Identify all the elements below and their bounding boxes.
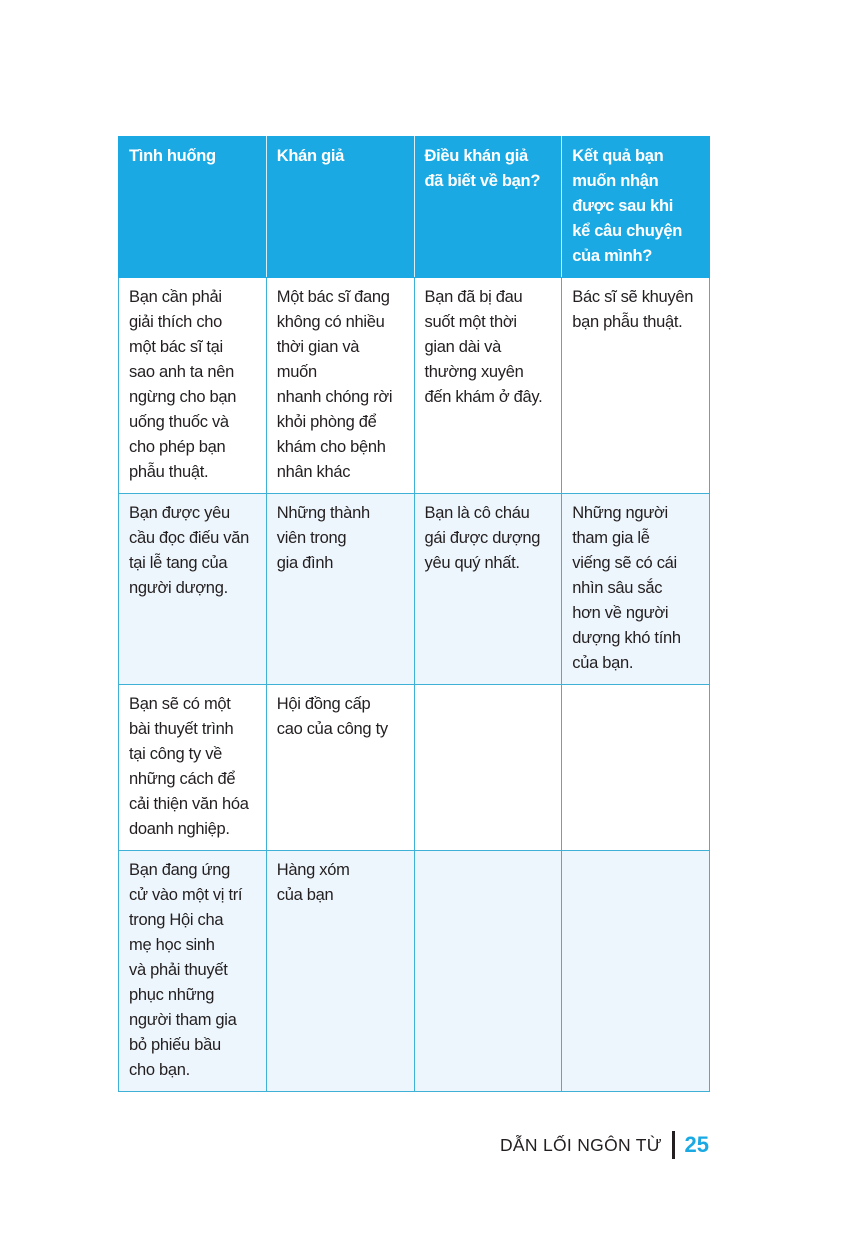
footer-divider <box>672 1131 675 1159</box>
page-footer: DẪN LỐI NGÔN TỪ 25 <box>500 1131 709 1159</box>
header-audience-knows: Điều khán giả đã biết về bạn? <box>413 136 563 278</box>
table-cell: Những thành viên trong gia đình <box>265 493 415 685</box>
table-cell: Bạn đang ứng cử vào một vị trí trong Hội… <box>118 850 267 1092</box>
table-cell: Bạn sẽ có một bài thuyết trình tại công … <box>118 684 267 851</box>
table-cell: Bạn đã bị đau suốt một thời gian dài và … <box>413 277 563 494</box>
header-situation: Tình huống <box>118 136 267 278</box>
table-cell: Bạn là cô cháu gái được dượng yêu quý nh… <box>413 493 563 685</box>
table-cell <box>413 684 563 851</box>
header-desired-outcome: Kết quả bạn muốn nhận được sau khi kể câ… <box>561 136 710 278</box>
exercise-table: Tình huống Khán giả Điều khán giả đã biế… <box>118 136 710 1092</box>
table-cell <box>413 850 563 1092</box>
header-audience: Khán giả <box>265 136 415 278</box>
table-cell: Bạn cần phải giải thích cho một bác sĩ t… <box>118 277 267 494</box>
table-cell: Hàng xóm của bạn <box>265 850 415 1092</box>
table-cell: Bác sĩ sẽ khuyên bạn phẫu thuật. <box>561 277 710 494</box>
table-cell <box>561 684 710 851</box>
table-row: Bạn cần phải giải thích cho một bác sĩ t… <box>118 277 710 494</box>
book-title: DẪN LỐI NGÔN TỪ <box>499 1134 663 1155</box>
table-cell <box>561 850 710 1092</box>
table-header-row: Tình huống Khán giả Điều khán giả đã biế… <box>118 136 710 278</box>
table-row: Bạn đang ứng cử vào một vị trí trong Hội… <box>118 850 710 1092</box>
table-row: Bạn sẽ có một bài thuyết trình tại công … <box>118 684 710 851</box>
table-cell: Những người tham gia lễ viếng sẽ có cái … <box>561 493 710 685</box>
table-cell: Hội đồng cấp cao của công ty <box>265 684 415 851</box>
table-cell: Bạn được yêu cầu đọc điếu văn tại lễ tan… <box>118 493 267 685</box>
table-cell: Một bác sĩ đang không có nhiều thời gian… <box>265 277 415 494</box>
page-number: 25 <box>684 1132 709 1157</box>
table-row: Bạn được yêu cầu đọc điếu văn tại lễ tan… <box>118 493 710 685</box>
